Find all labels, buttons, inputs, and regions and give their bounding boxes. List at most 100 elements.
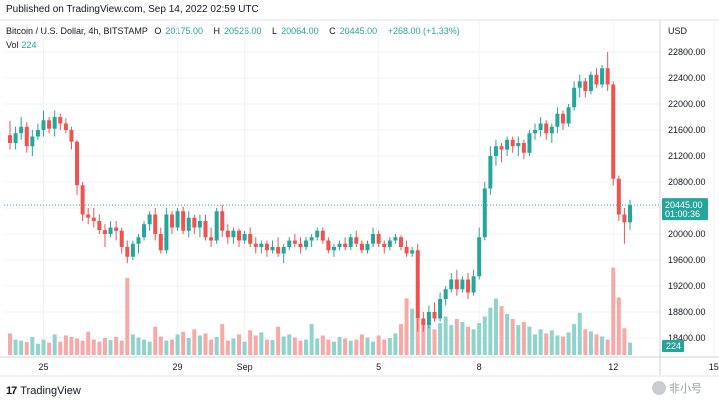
candle [147, 214, 152, 225]
candle [493, 146, 498, 156]
candle [549, 126, 554, 134]
time-tick-label: 29 [173, 362, 183, 372]
volume-bar [181, 331, 186, 355]
volume-bar [605, 339, 610, 355]
volume-bar [175, 334, 180, 355]
candle [588, 74, 593, 91]
volume-bar [527, 326, 532, 355]
volume-bar [253, 335, 258, 355]
candle [264, 243, 269, 251]
volume-bar [242, 341, 247, 355]
price-badge-countdown: 01:00:36 [665, 209, 700, 219]
candle [130, 243, 135, 257]
symbol-label[interactable]: Bitcoin / U.S. Dollar, 4h, BITSTAMP [6, 26, 148, 36]
candle [600, 68, 605, 85]
volume-bar [398, 324, 403, 355]
candle [114, 227, 119, 231]
candle [354, 237, 359, 244]
candle [75, 141, 80, 186]
price-tick-label: 19200.00 [668, 281, 706, 291]
volume-bar [628, 342, 632, 355]
volume-bar [69, 337, 74, 355]
candle [326, 240, 331, 251]
volume-bar [371, 341, 376, 355]
watermark-text: 非小号 [669, 383, 702, 395]
volume-bar [365, 337, 370, 355]
price-tick-label: 18800.00 [668, 307, 706, 317]
candle [482, 188, 487, 238]
volume-bar [354, 339, 359, 355]
volume-bar [130, 334, 135, 355]
volume-bar [209, 339, 214, 355]
volume-bar [544, 333, 549, 355]
tradingview-logo-icon: 17 [6, 385, 17, 397]
candle [309, 237, 314, 241]
volume-bar [577, 312, 582, 355]
candle [292, 240, 297, 244]
candle [359, 243, 364, 251]
volume-bar [415, 319, 420, 355]
volume-bar [47, 342, 52, 355]
publish-info: Published on TradingView.com, Sep 14, 20… [6, 4, 259, 15]
candle [214, 211, 219, 241]
volume-bar [192, 329, 197, 355]
volume-bar [35, 343, 40, 355]
volume-bar [214, 337, 219, 355]
candle [298, 243, 303, 247]
volume-bar [477, 323, 482, 355]
tradingview-brand[interactable]: 17 TradingView [6, 385, 81, 397]
high-value: 20526.00 [223, 26, 262, 36]
candle [186, 217, 191, 231]
volume-bar [58, 341, 63, 355]
price-tick-label: 22000.00 [668, 99, 706, 109]
volume-bar [560, 336, 565, 355]
candle [572, 87, 577, 108]
candle [192, 217, 197, 228]
close-label: C [329, 26, 336, 36]
volume-bar [616, 297, 621, 355]
volume-bar [516, 325, 521, 355]
open-value: 20175.00 [165, 26, 203, 36]
volume-bar [348, 340, 353, 355]
volume-bar [169, 339, 174, 355]
volume-bar [438, 323, 443, 355]
volume-bar [521, 322, 526, 355]
candle [136, 237, 141, 244]
candle [371, 234, 376, 244]
price-tick-label: 20000.00 [668, 229, 706, 239]
candle [108, 227, 113, 234]
candle [331, 247, 336, 251]
brand-name: TradingView [20, 385, 81, 397]
candle [142, 224, 147, 238]
candle [466, 279, 471, 293]
volume-label[interactable]: Vol [6, 40, 19, 50]
candle [203, 221, 208, 238]
volume-bar [114, 337, 119, 355]
volume-bar [320, 335, 325, 355]
volume-bar [421, 321, 426, 355]
volume-bar [538, 329, 543, 355]
candle [30, 136, 35, 147]
candle [516, 143, 521, 147]
candle [125, 247, 130, 257]
candle [566, 107, 571, 124]
volume-bar [555, 335, 560, 355]
price-tick-label: 21200.00 [668, 151, 706, 161]
volume-bar [13, 339, 18, 355]
candle [438, 299, 443, 319]
volume-bar [270, 340, 275, 355]
candle [499, 146, 504, 150]
volume-bar [136, 337, 141, 355]
volume-bar [549, 330, 554, 355]
volume-bar [337, 337, 342, 355]
volume-bar [510, 319, 515, 355]
candle [242, 234, 247, 241]
volume-bar [488, 307, 493, 355]
volume-bar [343, 338, 348, 355]
candle [248, 234, 253, 244]
candle [460, 279, 465, 290]
volume-bar [499, 306, 504, 355]
volume-bar [432, 329, 437, 355]
candle [91, 217, 96, 221]
